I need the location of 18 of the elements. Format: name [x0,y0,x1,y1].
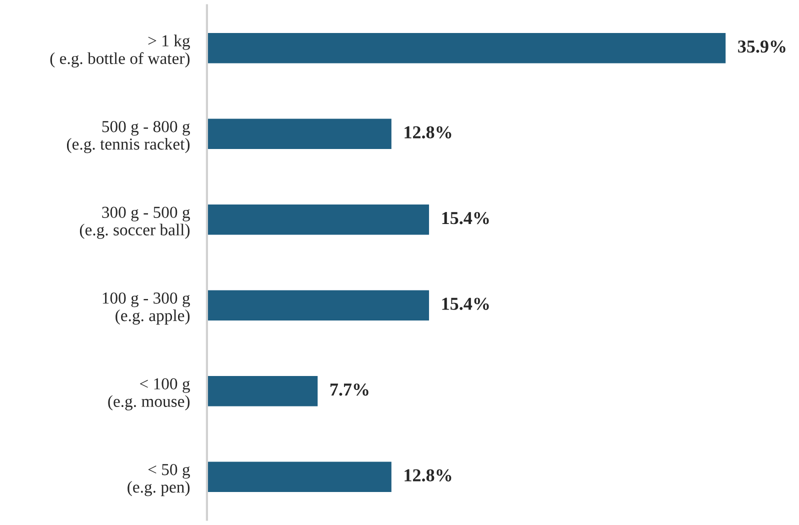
y-tick-label: 300 g - 500 g (e.g. soccer ball) [80,206,190,239]
y-tick-label: < 50 g (e.g. pen) [128,464,190,496]
data-label: 7.7% [330,383,368,396]
bar [206,288,430,322]
bar [206,460,393,494]
data-label: 12.8% [404,469,452,482]
data-label: 35.9% [738,40,786,53]
bar [206,203,430,236]
y-tick-label: > 1 kg ( e.g. bottle of water) [50,34,190,68]
bar [206,32,727,65]
bar [206,117,393,150]
y-tick-label: 100 g - 300 g (e.g. apple) [102,292,190,325]
y-tick-label: 500 g - 800 g (e.g. tennis racket) [66,120,190,154]
data-label: 15.4% [442,298,489,310]
data-label: 15.4% [442,212,489,224]
bar [206,374,320,408]
y-tick-label: < 100 g (e.g. mouse) [108,378,190,410]
data-label: 12.8% [404,126,452,138]
